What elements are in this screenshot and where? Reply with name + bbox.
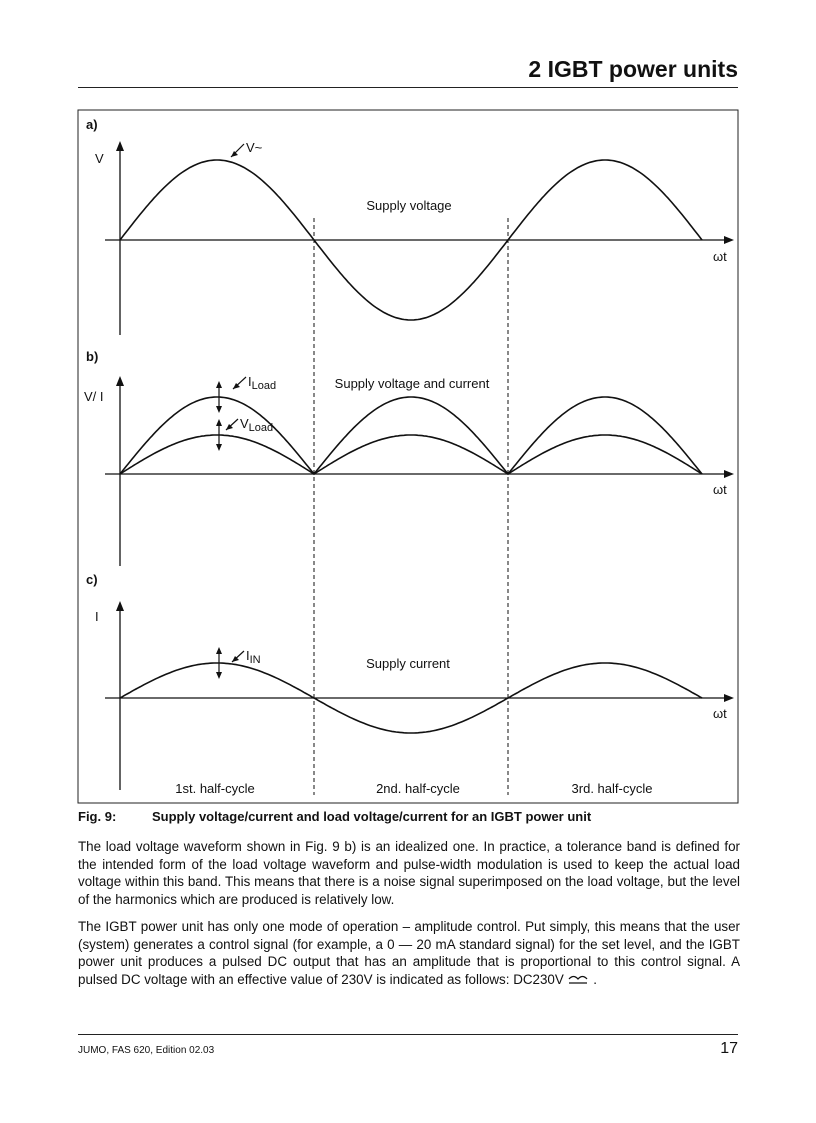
label-sub: Load bbox=[252, 380, 276, 392]
arrowhead bbox=[216, 419, 222, 426]
x-axis-label: ωt bbox=[713, 482, 727, 497]
section-title: 2 IGBT power units bbox=[528, 56, 738, 82]
caption-number: Fig. 9: bbox=[78, 809, 117, 824]
header-rule bbox=[78, 87, 738, 88]
paragraph-text: The IGBT power unit has only one mode of… bbox=[78, 919, 740, 987]
figure-frame bbox=[77, 109, 739, 804]
arrowhead bbox=[233, 383, 240, 389]
arrowhead bbox=[232, 656, 239, 662]
arrowhead bbox=[116, 376, 124, 386]
waveform bbox=[119, 159, 703, 321]
arrowhead bbox=[216, 381, 222, 388]
curve-label: VLoad bbox=[240, 416, 273, 434]
half-cycle-label: 2nd. half-cycle bbox=[376, 781, 460, 796]
label-main: V bbox=[240, 416, 249, 431]
curve-label: IIN bbox=[246, 648, 261, 666]
label-sub: IN bbox=[250, 654, 261, 666]
footer-text: JUMO, FAS 620, Edition 02.03 bbox=[78, 1045, 215, 1056]
panel-label: b) bbox=[86, 349, 98, 364]
arrowhead bbox=[216, 444, 222, 451]
panel-title: Supply voltage bbox=[366, 198, 451, 213]
curve-label: ILoad bbox=[248, 374, 276, 392]
page-number: 17 bbox=[720, 1040, 738, 1057]
arrowhead bbox=[724, 470, 734, 478]
caption-text: Supply voltage/current and load voltage/… bbox=[152, 809, 592, 824]
label-main: I bbox=[248, 374, 252, 389]
curve-label: V~ bbox=[246, 140, 263, 155]
arrowhead bbox=[216, 647, 222, 654]
arrowhead bbox=[231, 151, 238, 157]
half-cycle-label: 1st. half-cycle bbox=[175, 781, 254, 796]
arrowhead bbox=[116, 601, 124, 611]
pulsed-dc-symbol bbox=[568, 976, 588, 984]
axis-label: I bbox=[95, 609, 99, 624]
paragraph-text: . bbox=[593, 971, 598, 987]
axis-label: V bbox=[95, 151, 104, 166]
panel-label: c) bbox=[86, 572, 98, 587]
arrowhead bbox=[724, 236, 734, 244]
caption: Fig. 9: Supply voltage/current and load v… bbox=[78, 809, 738, 824]
waveform bbox=[119, 434, 703, 475]
arrowhead bbox=[116, 141, 124, 151]
waveform bbox=[119, 662, 703, 734]
label-sub: Load bbox=[249, 422, 273, 434]
waveform bbox=[119, 396, 703, 476]
paragraph: The load voltage waveform shown in Fig. … bbox=[78, 839, 740, 907]
arrowhead bbox=[226, 424, 233, 430]
panel-title: Supply voltage and current bbox=[335, 376, 490, 391]
footer-rule bbox=[78, 1034, 738, 1035]
figure: a) V V~ Supply voltage ωt b) V/ I ILoad … bbox=[77, 109, 739, 804]
x-axis-label: ωt bbox=[713, 249, 727, 264]
panel-label: a) bbox=[86, 117, 98, 132]
paragraph: The IGBT power unit has only one mode of… bbox=[78, 918, 740, 988]
label-main: I bbox=[246, 648, 250, 663]
arrowhead bbox=[216, 672, 222, 679]
arrowhead bbox=[724, 694, 734, 702]
half-cycle-label: 3rd. half-cycle bbox=[572, 781, 653, 796]
axis-label: V/ I bbox=[84, 389, 104, 404]
waveforms bbox=[105, 141, 734, 795]
x-axis-label: ωt bbox=[713, 706, 727, 721]
panel-title: Supply current bbox=[366, 656, 450, 671]
arrowhead bbox=[216, 406, 222, 413]
